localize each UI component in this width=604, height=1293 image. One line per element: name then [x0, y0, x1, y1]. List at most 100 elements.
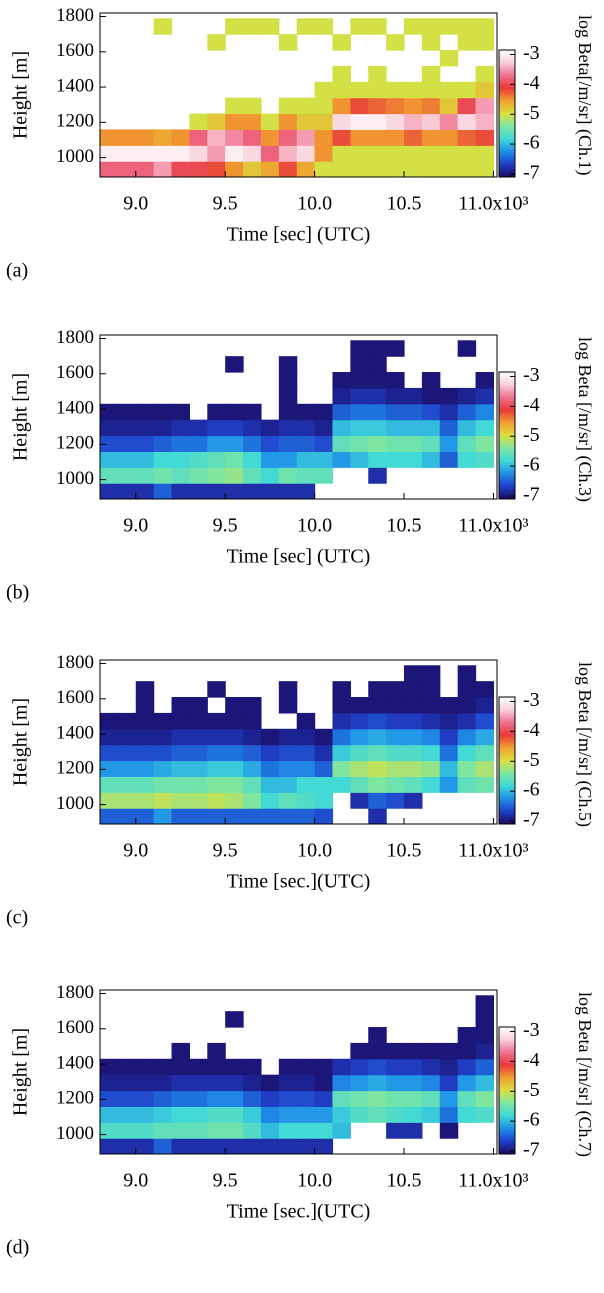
x-tick-label: 10.5 — [387, 193, 422, 215]
heatmap-cell — [278, 728, 298, 746]
heatmap-cell — [404, 776, 423, 793]
heatmap-cell — [207, 129, 226, 146]
heatmap-cell — [332, 744, 351, 762]
heatmap — [100, 18, 495, 177]
heatmap-cell — [171, 451, 191, 468]
heatmap-cell — [243, 97, 262, 115]
heatmap-cell — [421, 161, 441, 177]
x-axis-label: Time [sec.](UTC) — [227, 1201, 371, 1223]
heatmap-cell — [171, 728, 191, 746]
heatmap-cell — [296, 161, 316, 177]
heatmap-cell — [457, 1106, 477, 1123]
heatmap-cell — [332, 728, 351, 746]
heatmap-cell — [260, 435, 280, 452]
heatmap-cell — [135, 1122, 155, 1139]
heatmap-cell — [189, 808, 208, 824]
heatmap-cell — [260, 760, 280, 777]
heatmap-cell — [386, 145, 405, 162]
heatmap-cell — [368, 808, 387, 824]
y-tick-label: 1400 — [56, 397, 94, 418]
heatmap-cell — [314, 129, 334, 146]
heatmap-cell — [475, 1074, 495, 1092]
heatmap-cell — [117, 792, 137, 809]
heatmap-cell — [439, 451, 459, 468]
heatmap-cell — [368, 18, 387, 35]
heatmap-cell — [117, 1074, 137, 1092]
heatmap-cell — [404, 760, 423, 777]
heatmap-cell — [278, 1074, 298, 1092]
heatmap-cell — [278, 356, 298, 373]
colorbar-tick-label: -5 — [523, 424, 540, 446]
x-tick-label: 10.0 — [297, 515, 332, 537]
heatmap-cell — [171, 808, 191, 824]
heatmap-cell — [314, 161, 334, 177]
heatmap-cell — [243, 451, 262, 468]
heatmap-cell — [457, 665, 477, 682]
x-tick-label: 11.0x10³ — [458, 193, 528, 215]
x-tick-label: 9.5 — [213, 515, 238, 537]
heatmap-cell — [314, 760, 334, 777]
heatmap-cell — [421, 18, 441, 35]
heatmap-cell — [117, 760, 137, 777]
heatmap-cell — [421, 712, 441, 730]
heatmap-cell — [117, 419, 137, 437]
heatmap-cell — [386, 340, 405, 357]
heatmap-cell — [439, 760, 459, 777]
heatmap-cell — [207, 1138, 226, 1154]
colorbar-tick-label: -4 — [523, 394, 540, 416]
heatmap-cell — [332, 760, 351, 777]
heatmap-cell — [225, 792, 244, 809]
heatmap-cell — [439, 697, 459, 714]
heatmap-cell — [386, 1074, 405, 1092]
heatmap-cell — [278, 145, 298, 162]
heatmap-cell — [457, 728, 477, 746]
heatmap-cell — [189, 1106, 208, 1123]
heatmap-cell — [117, 712, 137, 730]
heatmap-cell — [225, 129, 244, 146]
heatmap-cell — [421, 129, 441, 146]
heatmap-cell — [386, 403, 405, 421]
heatmap-cell — [332, 129, 351, 146]
heatmap-cell — [100, 129, 119, 146]
heatmap-cell — [189, 419, 208, 437]
heatmap-cell — [153, 403, 173, 421]
heatmap-cell — [475, 1011, 495, 1028]
heatmap-cell — [117, 1122, 137, 1139]
heatmap-cell — [117, 403, 137, 421]
heatmap-cell — [171, 744, 191, 762]
heatmap-cell — [332, 712, 351, 730]
heatmap-cell — [368, 1106, 387, 1123]
heatmap-cell — [100, 712, 119, 730]
heatmap-cell — [225, 1122, 244, 1139]
colorbar-tick-label: -6 — [523, 779, 540, 801]
heatmap-cell — [404, 129, 423, 146]
heatmap-cell — [100, 1058, 119, 1076]
heatmap-cell — [421, 744, 441, 762]
colorbar-tick-label: -7 — [523, 162, 540, 184]
heatmap-cell — [243, 403, 262, 421]
heatmap-cell — [386, 792, 405, 809]
heatmap-cell — [243, 18, 262, 35]
x-axis-label: Time [sec] (UTC) — [227, 546, 371, 568]
y-tick-label: 1000 — [56, 793, 94, 814]
heatmap-cell — [153, 792, 173, 809]
heatmap-cell — [368, 419, 387, 437]
heatmap-cell — [368, 340, 387, 357]
heatmap-cell — [475, 97, 495, 115]
heatmap-cell — [278, 34, 298, 51]
heatmap-cell — [368, 776, 387, 793]
heatmap-cell — [260, 451, 280, 468]
heatmap-cell — [350, 81, 369, 99]
heatmap-cell — [386, 161, 405, 177]
heatmap-cell — [189, 712, 208, 730]
heatmap-cell — [386, 419, 405, 437]
heatmap-cell — [100, 483, 119, 499]
heatmap-cell — [278, 483, 298, 499]
heatmap-cell — [243, 728, 262, 746]
heatmap-cell — [225, 1011, 244, 1028]
heatmap-cell — [439, 81, 459, 99]
heatmap-cell — [475, 161, 495, 177]
heatmap-cell — [260, 419, 280, 437]
